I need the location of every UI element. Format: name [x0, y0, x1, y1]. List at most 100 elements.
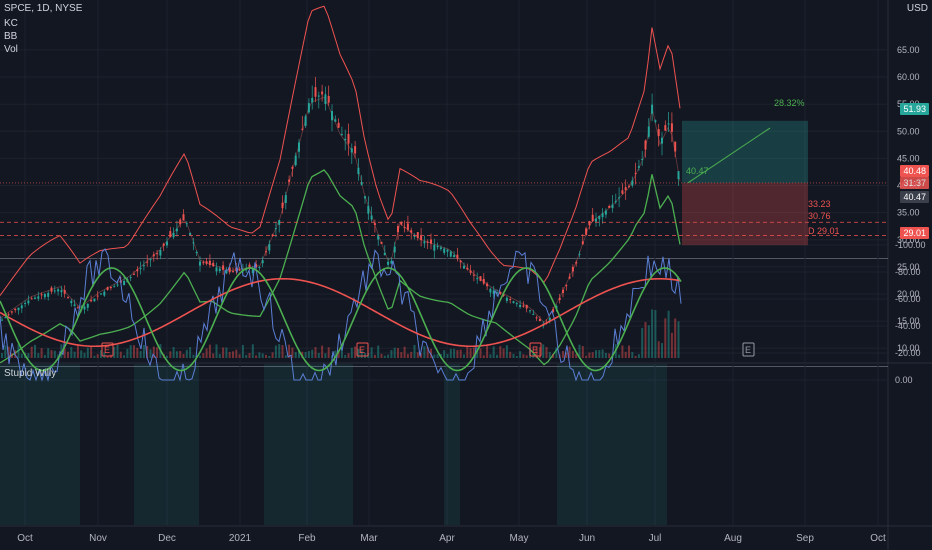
volume-bar	[519, 351, 522, 358]
volume-bar	[446, 353, 449, 358]
candle-body	[334, 119, 337, 122]
volume-bar	[278, 344, 281, 358]
candle-body	[512, 301, 515, 303]
candle-body	[1, 319, 3, 321]
candle-body	[27, 300, 30, 304]
candle-body	[133, 273, 135, 275]
volume-bar	[397, 348, 399, 358]
volume-bar	[268, 355, 271, 358]
stop-price-tag: 29.01	[900, 227, 929, 239]
volume-bar	[76, 344, 79, 358]
volume-bar	[496, 354, 498, 358]
candle-body	[129, 277, 132, 279]
volume-bar	[199, 355, 201, 358]
candle-body	[185, 223, 188, 225]
candle-body	[152, 254, 155, 257]
candle-body	[624, 187, 627, 191]
candle-body	[40, 294, 43, 296]
candle-body	[664, 125, 667, 131]
candle-body	[90, 299, 93, 302]
indicator-vol[interactable]: Vol	[4, 44, 18, 55]
volume-bar	[400, 352, 403, 358]
volume-bar	[324, 353, 327, 358]
volume-bar	[657, 341, 660, 358]
candle-body	[453, 255, 456, 258]
volume-bar	[664, 318, 667, 358]
candle-body	[535, 317, 538, 319]
volume-bar	[406, 353, 409, 358]
candle-body	[265, 251, 267, 253]
volume-bar	[387, 354, 390, 358]
time-tick-label: May	[510, 533, 529, 544]
candle-body	[476, 278, 479, 280]
candle-body	[7, 314, 10, 316]
level-1-label: 33.23	[808, 199, 831, 209]
volume-bar	[571, 350, 574, 358]
candle-body	[215, 267, 218, 272]
candle-body	[585, 228, 588, 235]
volume-bar	[152, 346, 155, 358]
candle-body	[595, 218, 597, 222]
volume-bar	[284, 355, 287, 358]
candle-body	[548, 317, 551, 322]
candle-body	[166, 241, 168, 246]
candle-body	[218, 268, 221, 272]
candle-body	[657, 129, 660, 136]
volume-bar	[149, 349, 152, 358]
earnings-marker	[529, 342, 542, 357]
volume-bar	[225, 347, 228, 358]
candle-body	[4, 317, 7, 319]
candle-body	[515, 303, 518, 305]
volume-bar	[307, 351, 310, 358]
lower-pane-title[interactable]: Stupid Willy	[4, 368, 57, 379]
candle-body	[43, 294, 46, 298]
volume-bar	[581, 346, 584, 358]
time-tick-label: Oct	[17, 533, 33, 544]
candle-body	[327, 95, 330, 103]
indicator-kc[interactable]: KC	[4, 18, 18, 29]
volume-bar	[67, 351, 69, 358]
candle-body	[261, 260, 264, 264]
volume-bar	[10, 353, 13, 358]
candle-body	[565, 285, 568, 287]
candle-body	[608, 206, 611, 208]
candle-body	[466, 267, 469, 270]
price-tick-label: 20.00	[897, 289, 920, 299]
candle-body	[123, 280, 126, 286]
candle-body	[228, 267, 231, 273]
volume-bar	[17, 344, 20, 358]
candle-body	[492, 290, 495, 294]
symbol-title[interactable]: SPCE, 1D, NYSE	[4, 3, 83, 14]
indicator-bb[interactable]: BB	[4, 31, 18, 42]
volume-bar	[463, 354, 465, 358]
candle-body	[136, 269, 139, 272]
volume-bar	[119, 351, 122, 358]
candle-body	[238, 269, 241, 271]
volume-bar	[466, 346, 469, 358]
candle-body	[255, 264, 258, 268]
candle-body	[364, 196, 366, 199]
candle-body	[182, 214, 185, 221]
volume-bar	[265, 354, 267, 358]
time-tick-label: 2021	[229, 533, 252, 544]
volume-bar	[601, 349, 604, 358]
candle-body	[383, 252, 386, 256]
volume-bar	[661, 343, 663, 358]
candle-body	[10, 311, 13, 313]
candle-body	[281, 202, 284, 209]
candle-body	[37, 296, 40, 299]
osc-tick-label: -40.00	[895, 321, 921, 331]
candle-body	[63, 289, 66, 294]
volume-bar	[608, 353, 611, 358]
osc-zone	[264, 364, 353, 525]
volume-bar	[113, 346, 116, 358]
volume-bar	[232, 351, 234, 358]
candle-body	[284, 194, 287, 203]
candle-body	[360, 182, 363, 185]
candle-body	[667, 123, 670, 125]
volume-bar	[47, 348, 50, 358]
candle-body	[634, 173, 637, 175]
candle-body	[162, 243, 165, 246]
time-tick-label: Apr	[439, 533, 455, 544]
